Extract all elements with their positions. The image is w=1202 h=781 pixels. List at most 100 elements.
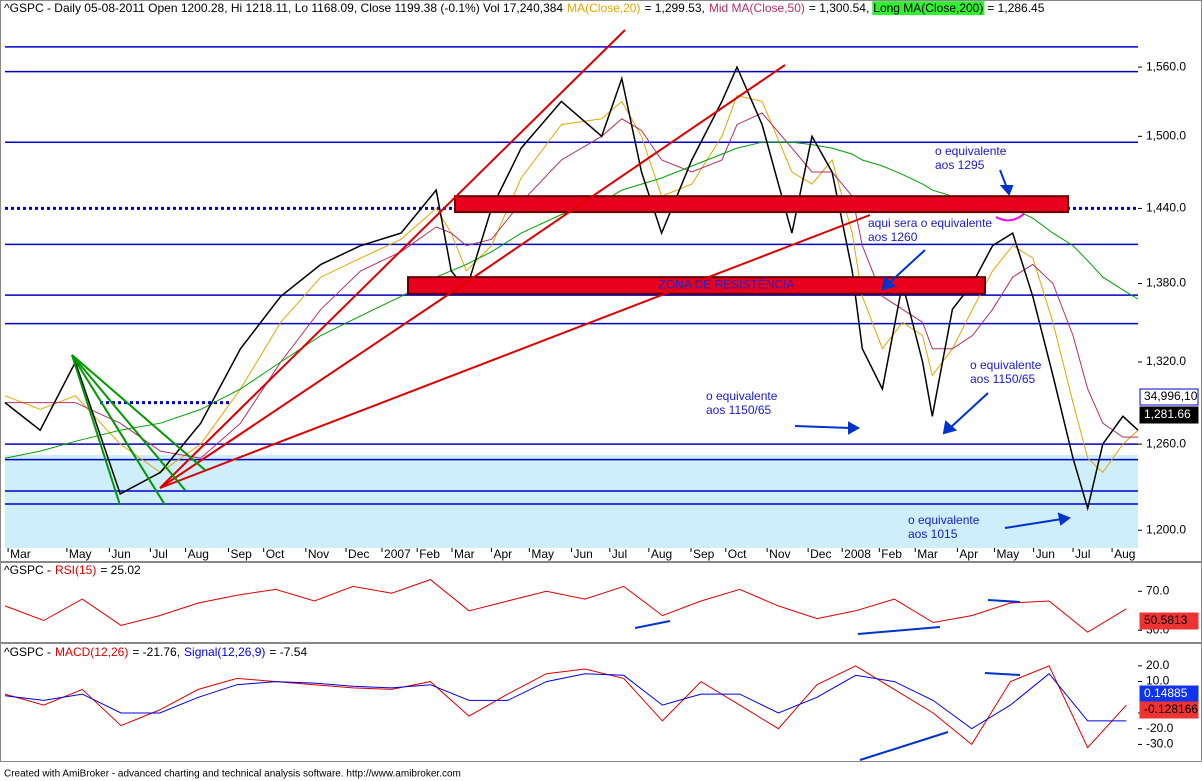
x-tick-label: Nov [769,547,790,561]
y-tick-label: 1,500.0 [1146,129,1186,143]
x-tick-label: Jul [612,547,627,561]
arrow-head [942,420,958,435]
footer: Created with AmiBroker - advanced charti… [4,769,461,780]
annotation: aos 1295 [935,158,985,172]
x-tick-label: 2007 [384,547,411,561]
series-header-value: = 1,286.45 [987,1,1044,15]
x-tick-label: Oct [728,547,747,561]
annotation: o equivalente [935,144,1007,158]
series-line [4,95,1139,474]
y-tick-label: 10.0 [1146,674,1170,688]
x-tick-label: Jul [1075,547,1090,561]
divergence-line [859,731,949,761]
arrow-head [881,276,897,291]
x-tick-label: Jun [574,547,593,561]
series-name: MA(Close,20) [567,1,640,15]
x-tick-label: Mar [454,547,475,561]
y-tick-label: 20.0 [1146,658,1170,672]
arrow-head [1057,512,1072,526]
annotation: aos 1150/65 [970,372,1035,386]
x-tick-label: Dec [810,547,831,561]
divergence-line [857,626,941,635]
x-tick-label: Jul [152,547,167,561]
y-tick-label: 1,260.0 [1146,436,1186,450]
last-value-label: -0.128166 [1144,702,1198,716]
series-name: Mid MA(Close,50) [709,1,805,15]
x-tick-label: Apr [493,547,512,561]
x-tick-label: 2008 [844,547,871,561]
x-tick-label: Jun [1036,547,1055,561]
y-tick-label: -20.0 [1146,721,1174,735]
x-tick-label: Apr [959,547,978,561]
annotation: aos 1260 [868,230,918,244]
resistance-zone [407,276,986,295]
y-tick-label: -30.0 [1146,737,1174,751]
header-text: ^GSPC - [4,563,51,577]
annotation: aos 1015 [908,527,958,541]
series-header-value: = 1,299.53, [644,1,704,15]
y-tick-label: 1,200.0 [1146,522,1186,536]
arrow [949,392,989,429]
series-line [4,665,1127,749]
pane-header: ^GSPC - MACD(12,26) = -21.76, Signal(12,26,… [4,645,307,659]
last-value-box [1139,701,1199,719]
zone-label: ZONA DE RESISTÊNCIA [658,277,794,292]
y-tick-label: 1,320.0 [1146,354,1186,368]
fan-line [71,354,186,491]
arrows [634,169,1072,761]
series-name: Long MA(Close,200) [873,1,983,15]
divergence-line [987,599,1021,603]
series-line [4,65,1139,512]
header-text: ^GSPC - [4,645,51,659]
last-value-label: 50.5813 [1144,613,1188,627]
series-name-highlight [872,1,985,16]
x-tick-label: Dec [348,547,369,561]
drawings [71,29,1072,761]
x-tick-label: May [69,547,92,561]
x-tick-label: Nov [308,547,329,561]
x-tick-label: Aug [651,547,672,561]
x-tick-label: Aug [188,547,209,561]
arrow-head [999,185,1014,196]
last-value-box [1139,388,1199,406]
series-name: MACD(12,26) [55,645,128,659]
series-line [4,579,1127,633]
x-tick-label: Sep [231,547,253,561]
y-tick-label: 1,380.0 [1146,276,1186,290]
arrow [794,425,851,429]
last-value-box [1139,612,1199,630]
series-line [5,112,1138,459]
annotation: o equivalente [970,358,1042,372]
arrow-head [848,421,861,435]
divergence-line [634,620,671,629]
x-tick-label: Sep [693,547,715,561]
trend-line [454,64,786,291]
fan-line [71,354,121,506]
x-tick-label: Aug [1114,547,1135,561]
volume-backdrop [5,455,1138,548]
pane-header: ^GSPC - Daily 05-08-2011 Open 1200.28, H… [4,1,1045,15]
arrow [887,249,926,285]
resistance-zone [454,195,1069,214]
fan-line [71,354,206,471]
last-value-label: 0.14885 [1144,686,1188,700]
y-tick-label: 70.0 [1146,583,1170,597]
x-tick-label: Mar [10,547,31,561]
annotation: o equivalente [706,389,778,403]
arrow [1004,518,1063,529]
x-tick-label: May [531,547,554,561]
y-tick-label: 1,560.0 [1146,59,1186,73]
header-text: ^GSPC - Daily 05-08-2011 Open 1200.28, H… [4,1,563,15]
last-value-box [1139,406,1199,424]
trend-line [159,279,471,489]
series-name: RSI(15) [55,563,96,577]
series-header-value: = -7.54 [269,645,307,659]
divergence-line [984,672,1021,676]
series-header-value: = 25.02 [100,563,141,577]
x-tick-label: Oct [266,547,285,561]
series-header-value: = -21.76, [132,645,180,659]
x-tick-label: Mar [917,547,938,561]
